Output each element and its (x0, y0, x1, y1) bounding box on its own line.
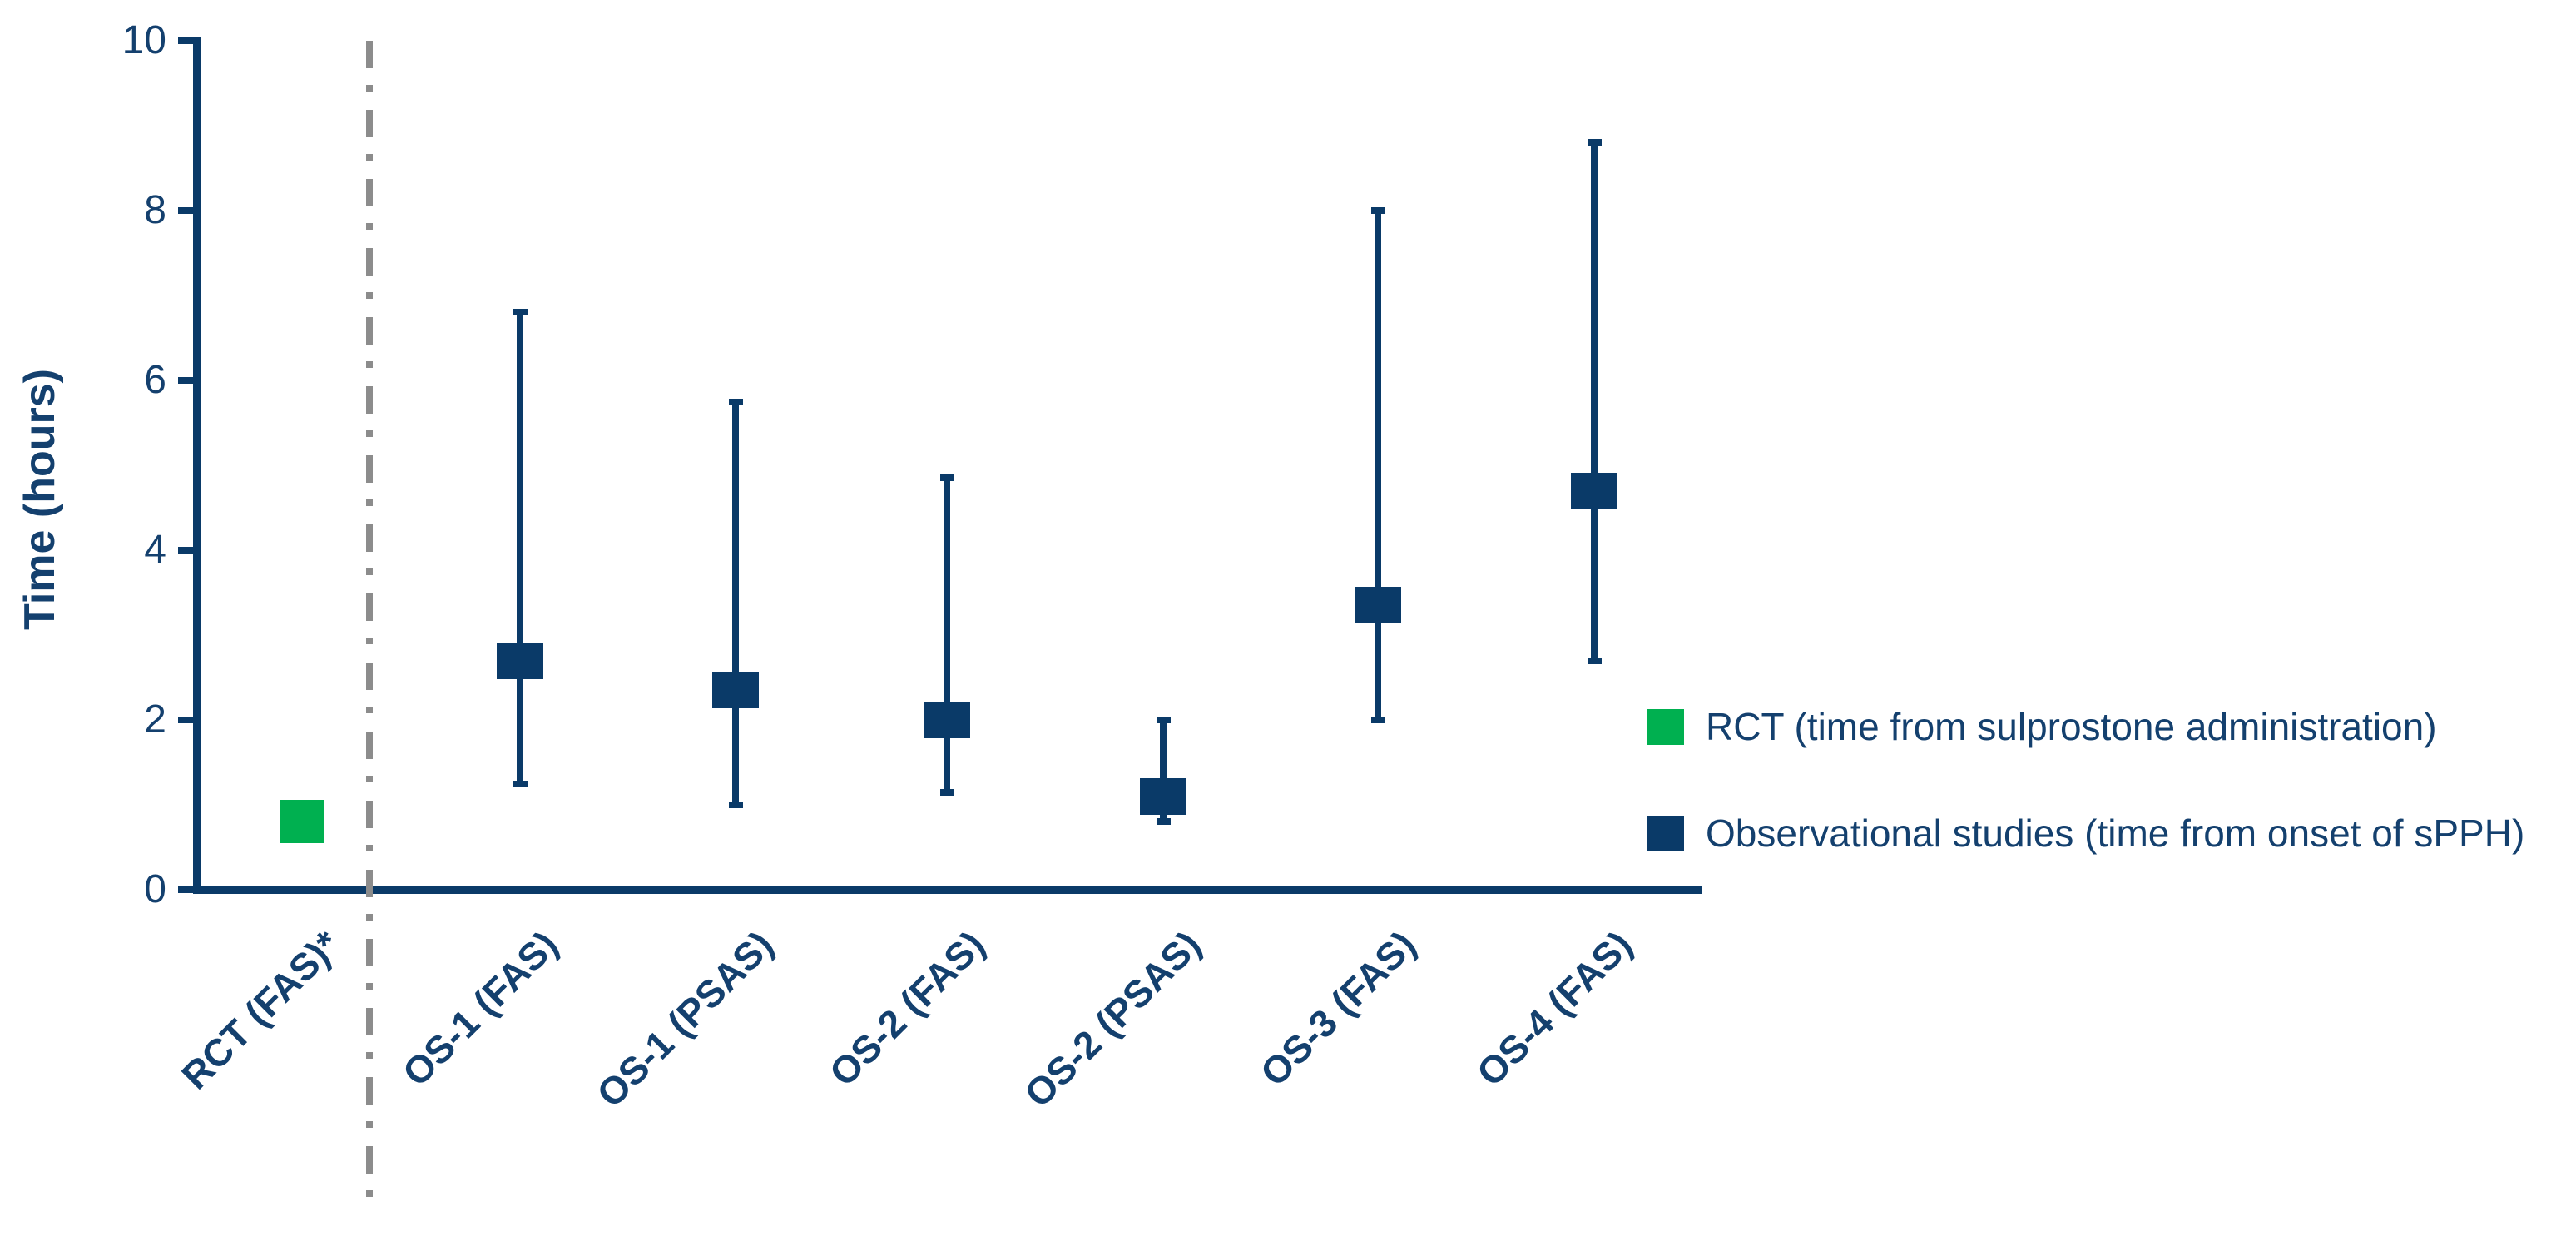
rct-square-marker (280, 800, 324, 844)
whisker-cap-bottom (513, 780, 528, 787)
legend-label: Observational studies (time from onset o… (1706, 812, 2525, 855)
whisker-cap-top (513, 309, 528, 316)
y-tick (178, 547, 193, 554)
y-tick (178, 717, 193, 723)
legend-item: Observational studies (time from onset o… (1647, 811, 2524, 856)
box-marker (712, 672, 759, 709)
y-tick-label: 6 (144, 358, 166, 402)
y-tick (178, 207, 193, 214)
whisker-stem (1375, 211, 1381, 720)
y-tick (178, 377, 193, 384)
y-tick (178, 886, 193, 893)
whisker-cap-top (1370, 207, 1385, 214)
x-axis-label: OS-4 (FAS) (1468, 922, 1640, 1095)
y-axis-title: Time (hours) (16, 369, 64, 630)
x-axis-label: OS-3 (FAS) (1251, 922, 1424, 1095)
whisker-cap-bottom (1370, 717, 1385, 723)
whisker-stem (1160, 720, 1167, 822)
rct-os-separator-line (366, 41, 373, 1215)
whisker-cap-bottom (1587, 657, 1602, 664)
whisker-cap-top (1156, 717, 1171, 723)
whisker-stem (732, 401, 739, 805)
box-marker (497, 642, 543, 679)
y-tick (178, 37, 193, 44)
legend-swatch (1647, 815, 1684, 851)
whisker-stem (944, 478, 950, 792)
box-marker (924, 702, 970, 738)
x-axis-line (193, 886, 1702, 894)
y-tick-label: 10 (121, 18, 166, 62)
y-tick-label: 8 (144, 188, 166, 232)
y-axis-line (193, 37, 201, 894)
y-tick-label: 2 (144, 697, 166, 742)
box-marker (1571, 472, 1617, 509)
whisker-stem (517, 312, 523, 784)
whisker-cap-bottom (939, 788, 954, 796)
legend-item: RCT (time from sulprostone administratio… (1647, 704, 2437, 749)
whisker-cap-top (1587, 139, 1602, 146)
x-axis-label: OS-1 (FAS) (394, 922, 566, 1095)
x-axis-label: OS-2 (FAS) (820, 922, 993, 1095)
legend-swatch (1647, 708, 1684, 745)
box-marker (1355, 587, 1401, 624)
x-axis-label: RCT (FAS)* (172, 922, 348, 1098)
whisker-cap-top (728, 398, 743, 405)
y-tick-label: 0 (144, 867, 166, 911)
x-axis-label: OS-1 (PSAS) (588, 922, 781, 1116)
whisker-cap-bottom (728, 802, 743, 808)
box-marker (1140, 777, 1186, 815)
x-axis-label: OS-2 (PSAS) (1016, 922, 1209, 1116)
legend-label: RCT (time from sulprostone administratio… (1706, 705, 2437, 748)
whisker-cap-bottom (1156, 818, 1171, 826)
y-tick-label: 4 (144, 528, 166, 572)
whisker-stem (1591, 142, 1598, 661)
whisker-cap-top (939, 474, 954, 482)
